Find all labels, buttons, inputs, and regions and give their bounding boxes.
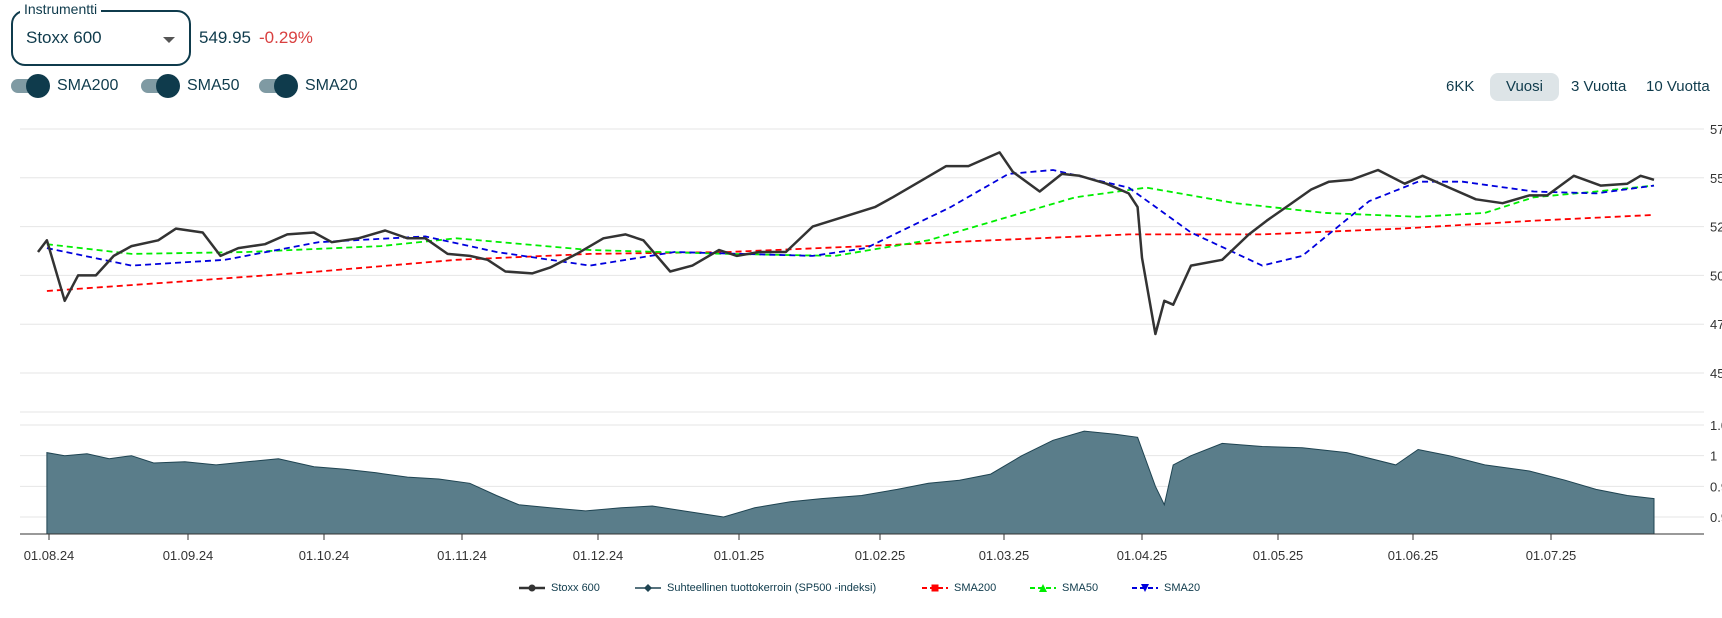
upper-grid bbox=[20, 128, 1704, 413]
y-tick-label: 1.05 bbox=[1710, 418, 1722, 433]
quote-price: 549.95 bbox=[199, 28, 251, 47]
legend-item-price[interactable]: Stoxx 600 bbox=[519, 582, 600, 594]
series-line-sma50 bbox=[46, 184, 1655, 257]
instrument-select-label: Instrumentti bbox=[20, 1, 102, 17]
toggle-label: SMA50 bbox=[187, 77, 240, 94]
x-tick-label: 01.06.25 bbox=[1388, 548, 1439, 563]
x-tick-label: 01.05.25 bbox=[1253, 548, 1304, 563]
x-tick-label: 01.01.25 bbox=[714, 548, 765, 563]
legend-label: SMA20 bbox=[1164, 582, 1201, 594]
y-tick-label: 550 bbox=[1710, 171, 1722, 186]
relative-area-path bbox=[46, 430, 1655, 535]
y-tick-label: 450 bbox=[1710, 366, 1722, 381]
legend-label: Suhteellinen tuottokerroin (SP500 -indek… bbox=[667, 582, 877, 594]
y-tick-label: 525 bbox=[1710, 220, 1722, 235]
y-tick-label: 0.95 bbox=[1710, 479, 1722, 494]
toggle-label: SMA20 bbox=[305, 77, 358, 94]
x-tick-label: 01.12.24 bbox=[573, 548, 624, 563]
x-tick-label: 01.10.24 bbox=[299, 548, 350, 563]
toggle-label: SMA200 bbox=[57, 77, 119, 94]
legend-item-sma200[interactable]: SMA200 bbox=[922, 582, 996, 594]
x-tick-label: 01.03.25 bbox=[979, 548, 1030, 563]
x-tick-label: 01.08.24 bbox=[24, 548, 75, 563]
toggle-switch[interactable] bbox=[11, 74, 50, 98]
relative-area bbox=[46, 430, 1655, 535]
instrument-select-value: Stoxx 600 bbox=[26, 28, 102, 47]
legend-dash-triangle-icon bbox=[1030, 584, 1056, 592]
toggle-sma200[interactable]: SMA200 bbox=[11, 74, 118, 98]
y-tick-label: 1 bbox=[1710, 449, 1717, 464]
price-lines bbox=[37, 151, 1655, 336]
x-tick-label: 01.02.25 bbox=[855, 548, 906, 563]
x-tick-label: 01.04.25 bbox=[1117, 548, 1168, 563]
legend-item-relative[interactable]: Suhteellinen tuottokerroin (SP500 -indek… bbox=[635, 582, 876, 594]
toggle-switch[interactable] bbox=[259, 74, 298, 98]
toggle-switch[interactable] bbox=[141, 74, 180, 98]
y-axis-ticks: 575 550 525 500 475 450 1.05 1 0.95 0.9 bbox=[1710, 122, 1722, 525]
chevron-down-icon bbox=[163, 37, 175, 43]
series-line-sma200 bbox=[46, 214, 1655, 292]
legend-label: SMA200 bbox=[954, 582, 997, 594]
series-line-stoxx-600 bbox=[37, 151, 1655, 336]
y-tick-label: 500 bbox=[1710, 268, 1722, 283]
x-tick-label: 01.11.24 bbox=[437, 548, 487, 563]
toggle-knob bbox=[274, 74, 298, 98]
x-axis: 01.08.24 01.09.24 01.10.24 01.11.24 01.12.24… bbox=[20, 533, 1704, 563]
legend-label: SMA50 bbox=[1062, 582, 1099, 594]
legend-dash-triangle-down-icon bbox=[1132, 584, 1158, 592]
toggle-sma20[interactable]: SMA20 bbox=[259, 74, 357, 98]
x-tick-label: 01.07.25 bbox=[1526, 548, 1577, 563]
range-3-vuotta-button[interactable]: 3 Vuotta bbox=[1571, 78, 1627, 95]
toggle-sma50[interactable]: SMA50 bbox=[141, 74, 239, 98]
legend-dash-square-icon bbox=[922, 584, 948, 592]
range-10-vuotta-button[interactable]: 10 Vuotta bbox=[1646, 78, 1710, 95]
chart-legend: Stoxx 600 Suhteellinen tuottokerroin (SP… bbox=[0, 582, 1722, 602]
range-6kk-button[interactable]: 6KK bbox=[1446, 78, 1475, 95]
legend-label: Stoxx 600 bbox=[551, 582, 600, 594]
legend-item-sma50[interactable]: SMA50 bbox=[1030, 582, 1098, 594]
y-tick-label: 475 bbox=[1710, 317, 1722, 332]
stock-chart: 5755505255004754501.0510.950.9 01.08.240… bbox=[20, 122, 1722, 563]
legend-line-diamond-icon bbox=[635, 584, 661, 592]
toggle-knob bbox=[156, 74, 180, 98]
y-tick-label: 0.9 bbox=[1710, 510, 1722, 525]
quote-change: -0.29% bbox=[259, 28, 313, 47]
y-tick-label: 575 bbox=[1710, 122, 1722, 137]
range-vuosi-button[interactable]: Vuosi bbox=[1490, 73, 1559, 101]
legend-line-circle-icon bbox=[519, 584, 545, 592]
legend-item-sma20[interactable]: SMA20 bbox=[1132, 582, 1200, 594]
x-tick-label: 01.09.24 bbox=[163, 548, 214, 563]
series-line-sma20 bbox=[46, 169, 1655, 267]
toggle-knob bbox=[26, 74, 50, 98]
